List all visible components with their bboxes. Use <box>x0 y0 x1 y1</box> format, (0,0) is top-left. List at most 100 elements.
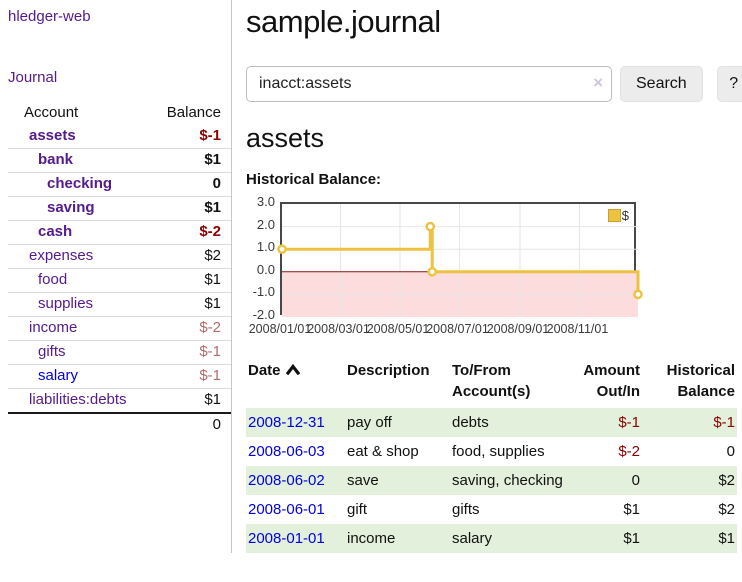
search-form: × Search ? <box>246 66 742 102</box>
total-row: 0 <box>8 412 231 437</box>
account-balance: 0 <box>212 175 221 192</box>
transaction-accounts: debts <box>452 414 489 431</box>
search-input-wrap: × <box>246 66 612 102</box>
account-row: liabilities:debts $1 <box>8 388 231 412</box>
account-balance: $1 <box>204 271 221 288</box>
x-axis-tick-label: 2008/07/01 <box>426 322 489 336</box>
table-row: 2008-01-01 income salary $1 $1 <box>246 524 737 553</box>
account-link[interactable]: expenses <box>29 247 94 264</box>
account-table-header: Account Balance <box>8 102 231 125</box>
page-title: sample.journal <box>246 4 441 39</box>
total-balance: 0 <box>212 416 221 433</box>
account-balance-table: Account Balance assets $-1 bank $1 checking 0… <box>8 102 231 437</box>
account-link[interactable]: gifts <box>38 343 66 360</box>
transaction-date-link[interactable]: 2008-06-02 <box>248 472 325 489</box>
balance-line-series <box>277 204 643 317</box>
y-axis-tick-label: -1.0 <box>252 284 275 300</box>
page: hledger-web Journal Account Balance asse… <box>0 0 742 553</box>
account-balance: $-2 <box>199 319 221 336</box>
help-button[interactable]: ? <box>716 66 742 102</box>
account-row: saving $1 <box>8 196 231 220</box>
account-link[interactable]: income <box>29 319 78 336</box>
chart-plot-area: $ <box>277 202 643 317</box>
y-axis-tick-label: 2.0 <box>256 216 275 232</box>
account-link[interactable]: food <box>38 271 68 288</box>
transaction-accounts: saving, checking <box>452 472 563 489</box>
historical-balance-chart: $ 3.0 2.0 1.0 0.0 -1.0 -2.0 2008/01/01 2008/03/… <box>246 194 742 338</box>
main-content: sample.journal × Search ? assets Histori… <box>232 0 742 553</box>
account-row: income $-2 <box>8 316 231 340</box>
account-balance: $1 <box>204 151 221 168</box>
transaction-amount: $1 <box>623 501 640 518</box>
account-balance: $-2 <box>199 223 221 240</box>
register-column-header: Date <box>246 356 345 408</box>
transaction-balance: $2 <box>718 472 735 489</box>
y-axis-tick-label: 3.0 <box>256 194 275 209</box>
transaction-accounts: salary <box>452 530 493 547</box>
account-link[interactable]: cash <box>38 223 73 240</box>
transaction-amount: $-2 <box>618 443 640 460</box>
sidebar-item-journal[interactable]: Journal <box>8 69 58 86</box>
transaction-balance: $-1 <box>713 414 735 431</box>
account-link[interactable]: liabilities:debts <box>29 391 127 408</box>
register-column-header: Historical Balance <box>666 362 735 400</box>
register-table: Date Description To/From Account(s) Amount Ou… <box>246 356 737 553</box>
transaction-description: income <box>347 530 396 547</box>
account-balance: $1 <box>204 391 221 408</box>
account-balance: $2 <box>204 247 221 264</box>
account-link[interactable]: bank <box>38 151 74 168</box>
table-row: 2008-06-01 gift gifts $1 $2 <box>246 495 737 524</box>
transaction-date-link[interactable]: 2008-06-01 <box>248 501 325 518</box>
y-axis-tick-label: 0.0 <box>256 261 275 277</box>
transaction-accounts: food, supplies <box>452 443 545 460</box>
search-input[interactable] <box>246 66 612 102</box>
account-link[interactable]: assets <box>29 127 76 144</box>
account-rows: assets $-1 bank $1 checking 0 saving $1 cash $-2 e… <box>8 125 231 412</box>
transaction-date-link[interactable]: 2008-01-01 <box>248 530 325 547</box>
table-row: 2008-06-02 save saving, checking 0 $2 <box>246 466 737 495</box>
transaction-accounts: gifts <box>452 501 480 518</box>
y-axis-tick-label: -2.0 <box>252 307 275 322</box>
legend-swatch <box>607 209 621 222</box>
account-balance: $-1 <box>199 127 221 144</box>
y-axis-tick-label: 1.0 <box>256 239 275 255</box>
chart-title: Historical Balance: <box>246 171 382 188</box>
account-row: checking 0 <box>8 172 231 196</box>
transaction-description: save <box>347 472 379 489</box>
account-row: supplies $1 <box>8 292 231 316</box>
transaction-balance: $1 <box>718 530 735 547</box>
x-axis-tick-label: 2008/01/01 <box>248 322 312 336</box>
register-column-header: To/From Account(s) <box>452 362 531 400</box>
account-row: bank $1 <box>8 148 231 172</box>
account-heading: assets <box>246 123 325 153</box>
account-balance: $1 <box>204 199 221 216</box>
clear-search-icon[interactable]: × <box>593 73 603 92</box>
x-axis-tick-label: 2008/03/01 <box>307 322 370 336</box>
sidebar: hledger-web Journal Account Balance asse… <box>0 0 232 553</box>
account-row: expenses $2 <box>8 244 231 268</box>
transaction-date-link[interactable]: 2008-12-31 <box>248 414 325 431</box>
account-balance: $-1 <box>199 343 221 360</box>
account-balance: $-1 <box>199 367 221 384</box>
register-header-row: Date Description To/From Account(s) Amount Ou… <box>246 356 737 408</box>
account-link[interactable]: checking <box>47 175 113 192</box>
account-link[interactable]: supplies <box>38 295 94 312</box>
transaction-description: eat & shop <box>347 443 419 460</box>
transaction-balance: $2 <box>718 501 735 518</box>
account-balance: $1 <box>204 295 221 312</box>
transaction-balance: 0 <box>726 443 735 460</box>
register-rows: 2008-12-31 pay off debts $-1 $-1 2008-06-03 ea… <box>246 408 737 553</box>
transaction-amount: $-1 <box>618 414 640 431</box>
account-row: food $1 <box>8 268 231 292</box>
x-axis-tick-label: 2008/11/01 <box>546 322 609 336</box>
account-link[interactable]: saving <box>47 199 95 216</box>
account-link[interactable]: salary <box>38 367 79 384</box>
search-button[interactable]: Search <box>620 66 703 102</box>
transaction-description: gift <box>347 501 368 518</box>
transaction-date-link[interactable]: 2008-06-03 <box>248 443 325 460</box>
transaction-amount: 0 <box>631 472 640 489</box>
register-column-header: Description <box>347 362 430 379</box>
account-row: cash $-2 <box>8 220 231 244</box>
legend-label: $ <box>621 208 629 223</box>
app-brand-link[interactable]: hledger-web <box>8 8 91 25</box>
